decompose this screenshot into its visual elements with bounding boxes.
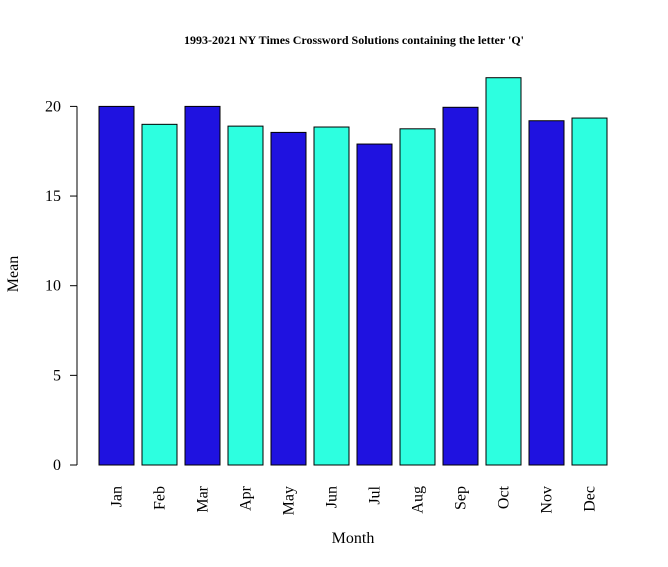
bar-nov	[528, 120, 565, 466]
x-tick-label-jul: Jul	[367, 485, 384, 504]
x-tick-label-mar: Mar	[195, 485, 212, 512]
bars-group	[98, 77, 608, 466]
y-tick-label: 0	[53, 457, 61, 474]
bar-mar	[184, 105, 221, 466]
x-tick-label-aug: Aug	[410, 486, 427, 514]
chart-title: 1993-2021 NY Times Crossword Solutions c…	[184, 33, 524, 47]
bar-aug	[399, 128, 436, 466]
bar-oct	[485, 77, 522, 466]
y-tick-label: 15	[45, 188, 61, 205]
bar-sep	[442, 106, 479, 466]
x-tick-label-sep: Sep	[453, 486, 470, 510]
x-tick-label-may: May	[281, 486, 298, 515]
x-tick-label-nov: Nov	[539, 486, 556, 514]
x-tick-label-feb: Feb	[152, 486, 169, 510]
bar-feb	[141, 123, 178, 466]
bar-apr	[227, 125, 264, 466]
bar-jan	[98, 105, 135, 466]
x-axis-label: Month	[332, 530, 375, 547]
x-tick-label-jan: Jan	[109, 486, 126, 507]
x-tick-label-apr: Apr	[238, 485, 255, 511]
bar-dec	[571, 117, 608, 466]
y-tick-label: 10	[45, 278, 61, 295]
bar-may	[270, 131, 307, 466]
y-axis: 0 5 10 15 20	[45, 98, 78, 474]
x-tick-label-dec: Dec	[582, 486, 599, 512]
y-tick-label: 20	[45, 98, 61, 115]
y-axis-label: Mean	[5, 256, 22, 292]
y-tick-label: 5	[53, 367, 61, 384]
x-axis-labels: Jan Feb Mar Apr May Jun Jul Aug Sep Oct Nov Dec	[109, 485, 599, 515]
x-tick-label-oct: Oct	[496, 485, 513, 509]
bar-jun	[313, 126, 350, 466]
x-tick-label-jun: Jun	[324, 486, 341, 508]
bar-jul	[356, 143, 393, 466]
